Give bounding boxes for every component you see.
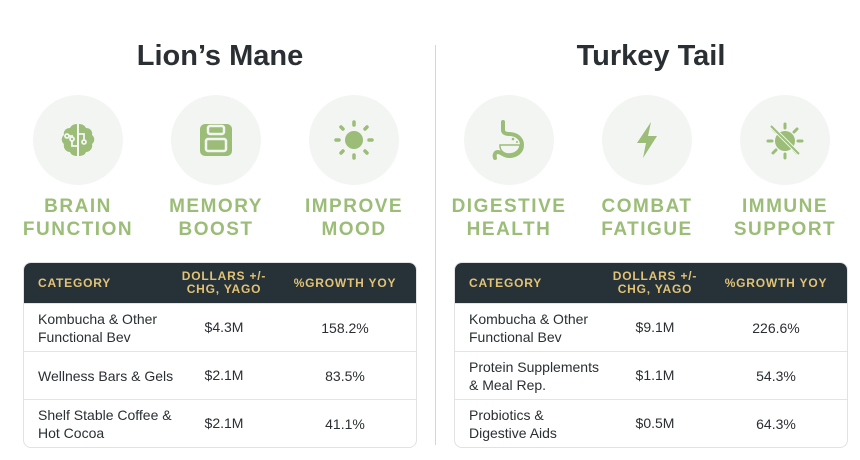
benefit-label-line: MOOD (321, 219, 387, 240)
benefit-label-line: IMMUNE (741, 196, 829, 217)
cell-growth: 41.1% (325, 415, 365, 432)
cell-dollars: $9.1M (635, 319, 675, 335)
header-growth: %GROWTH YOY (293, 276, 397, 290)
benefit-item: IMPROVE MOOD (294, 95, 414, 241)
virus-blocked-icon (763, 118, 807, 162)
benefit-label: DIGESTIVE HEALTH (449, 195, 569, 241)
benefit-item: BRAIN FUNCTION (18, 95, 138, 241)
lightning-bolt-icon (625, 118, 669, 162)
cell-growth: 158.2% (321, 319, 369, 336)
benefit-label: MEMORY BOOST (156, 195, 276, 241)
cell-category: Kombucha & Other Functional Bev (38, 310, 158, 345)
table-header: CATEGORY DOLLARS +/- CHG, YAGO %GROWTH Y… (455, 263, 847, 303)
benefit-label-line: BRAIN (44, 196, 112, 217)
cell-growth: 64.3% (756, 415, 796, 432)
benefit-label: IMMUNE SUPPORT (725, 195, 845, 241)
icon-circle (602, 95, 692, 185)
sun-icon (332, 118, 376, 162)
cell-category: Kombucha & Other Functional Bev (469, 310, 589, 345)
header-growth: %GROWTH YOY (724, 276, 828, 290)
floppy-disk-icon (194, 118, 238, 162)
mushroom-panel: Turkey Tail DIGESTIVE HEALTH COMBAT FATIGU… (452, 0, 848, 460)
cell-dollars: $2.1M (204, 367, 244, 383)
benefit-label: BRAIN FUNCTION (18, 195, 138, 241)
icon-circle (33, 95, 123, 185)
table-row: Kombucha & Other Functional Bev $4.3M 158.… (24, 303, 416, 351)
benefit-label-line: SUPPORT (733, 219, 837, 240)
header-category: CATEGORY (469, 276, 543, 290)
cell-growth: 226.6% (752, 319, 800, 336)
benefit-label-line: FUNCTION (22, 219, 134, 240)
benefit-label-line: MEMORY (169, 196, 263, 217)
panel-title: Lion’s Mane (136, 40, 304, 72)
benefit-label-line: COMBAT (601, 196, 693, 217)
icon-circle (740, 95, 830, 185)
benefit-label-line: HEALTH (466, 219, 552, 240)
cell-dollars: $1.1M (635, 367, 675, 383)
benefit-item: COMBAT FATIGUE (587, 95, 707, 241)
cell-category: Shelf Stable Coffee & Hot Cocoa (38, 406, 172, 441)
table-row: Wellness Bars & Gels $2.1M 83.5% (24, 351, 416, 399)
sales-table: CATEGORY DOLLARS +/- CHG, YAGO %GROWTH Y… (23, 262, 417, 448)
icon-circle (464, 95, 554, 185)
table-row: Shelf Stable Coffee & Hot Cocoa $2.1M 41.1… (24, 399, 416, 447)
icon-circle (171, 95, 261, 185)
benefit-label-line: IMPROVE (304, 196, 404, 217)
cell-dollars: $4.3M (204, 319, 244, 335)
header-category: CATEGORY (38, 276, 112, 290)
cell-growth: 83.5% (325, 367, 365, 384)
benefit-label: COMBAT FATIGUE (587, 195, 707, 241)
benefit-item: MEMORY BOOST (156, 95, 276, 241)
benefit-label-line: FATIGUE (601, 219, 693, 240)
icon-circle (309, 95, 399, 185)
cell-category: Probiotics & Digestive Aids (469, 406, 557, 441)
benefit-label: IMPROVE MOOD (294, 195, 414, 241)
table-row: Protein Supplements & Meal Rep. $1.1M 54.3… (455, 351, 847, 399)
stomach-icon (487, 118, 531, 162)
table-header: CATEGORY DOLLARS +/- CHG, YAGO %GROWTH Y… (24, 263, 416, 303)
cell-dollars: $2.1M (204, 415, 244, 431)
brain-icon (56, 118, 100, 162)
benefit-item: DIGESTIVE HEALTH (449, 95, 569, 241)
cell-category: Wellness Bars & Gels (38, 367, 174, 384)
cell-growth: 54.3% (756, 367, 796, 384)
header-dollars: DOLLARS +/- CHG, YAGO (181, 269, 267, 296)
panel-title: Turkey Tail (576, 40, 726, 72)
cell-category: Protein Supplements & Meal Rep. (469, 358, 599, 393)
sales-table: CATEGORY DOLLARS +/- CHG, YAGO %GROWTH Y… (454, 262, 848, 448)
table-row: Kombucha & Other Functional Bev $9.1M 226.… (455, 303, 847, 351)
benefit-label-line: DIGESTIVE (451, 196, 567, 217)
mushroom-panel: Lion’s Mane BRAIN FUNCTION MEMORY BOOST IM… (23, 0, 417, 460)
panel-divider (435, 45, 436, 445)
benefit-item: IMMUNE SUPPORT (725, 95, 845, 241)
benefit-label-line: BOOST (178, 219, 254, 240)
table-row: Probiotics & Digestive Aids $0.5M 64.3% (455, 399, 847, 447)
cell-dollars: $0.5M (635, 415, 675, 431)
header-dollars: DOLLARS +/- CHG, YAGO (612, 269, 698, 296)
